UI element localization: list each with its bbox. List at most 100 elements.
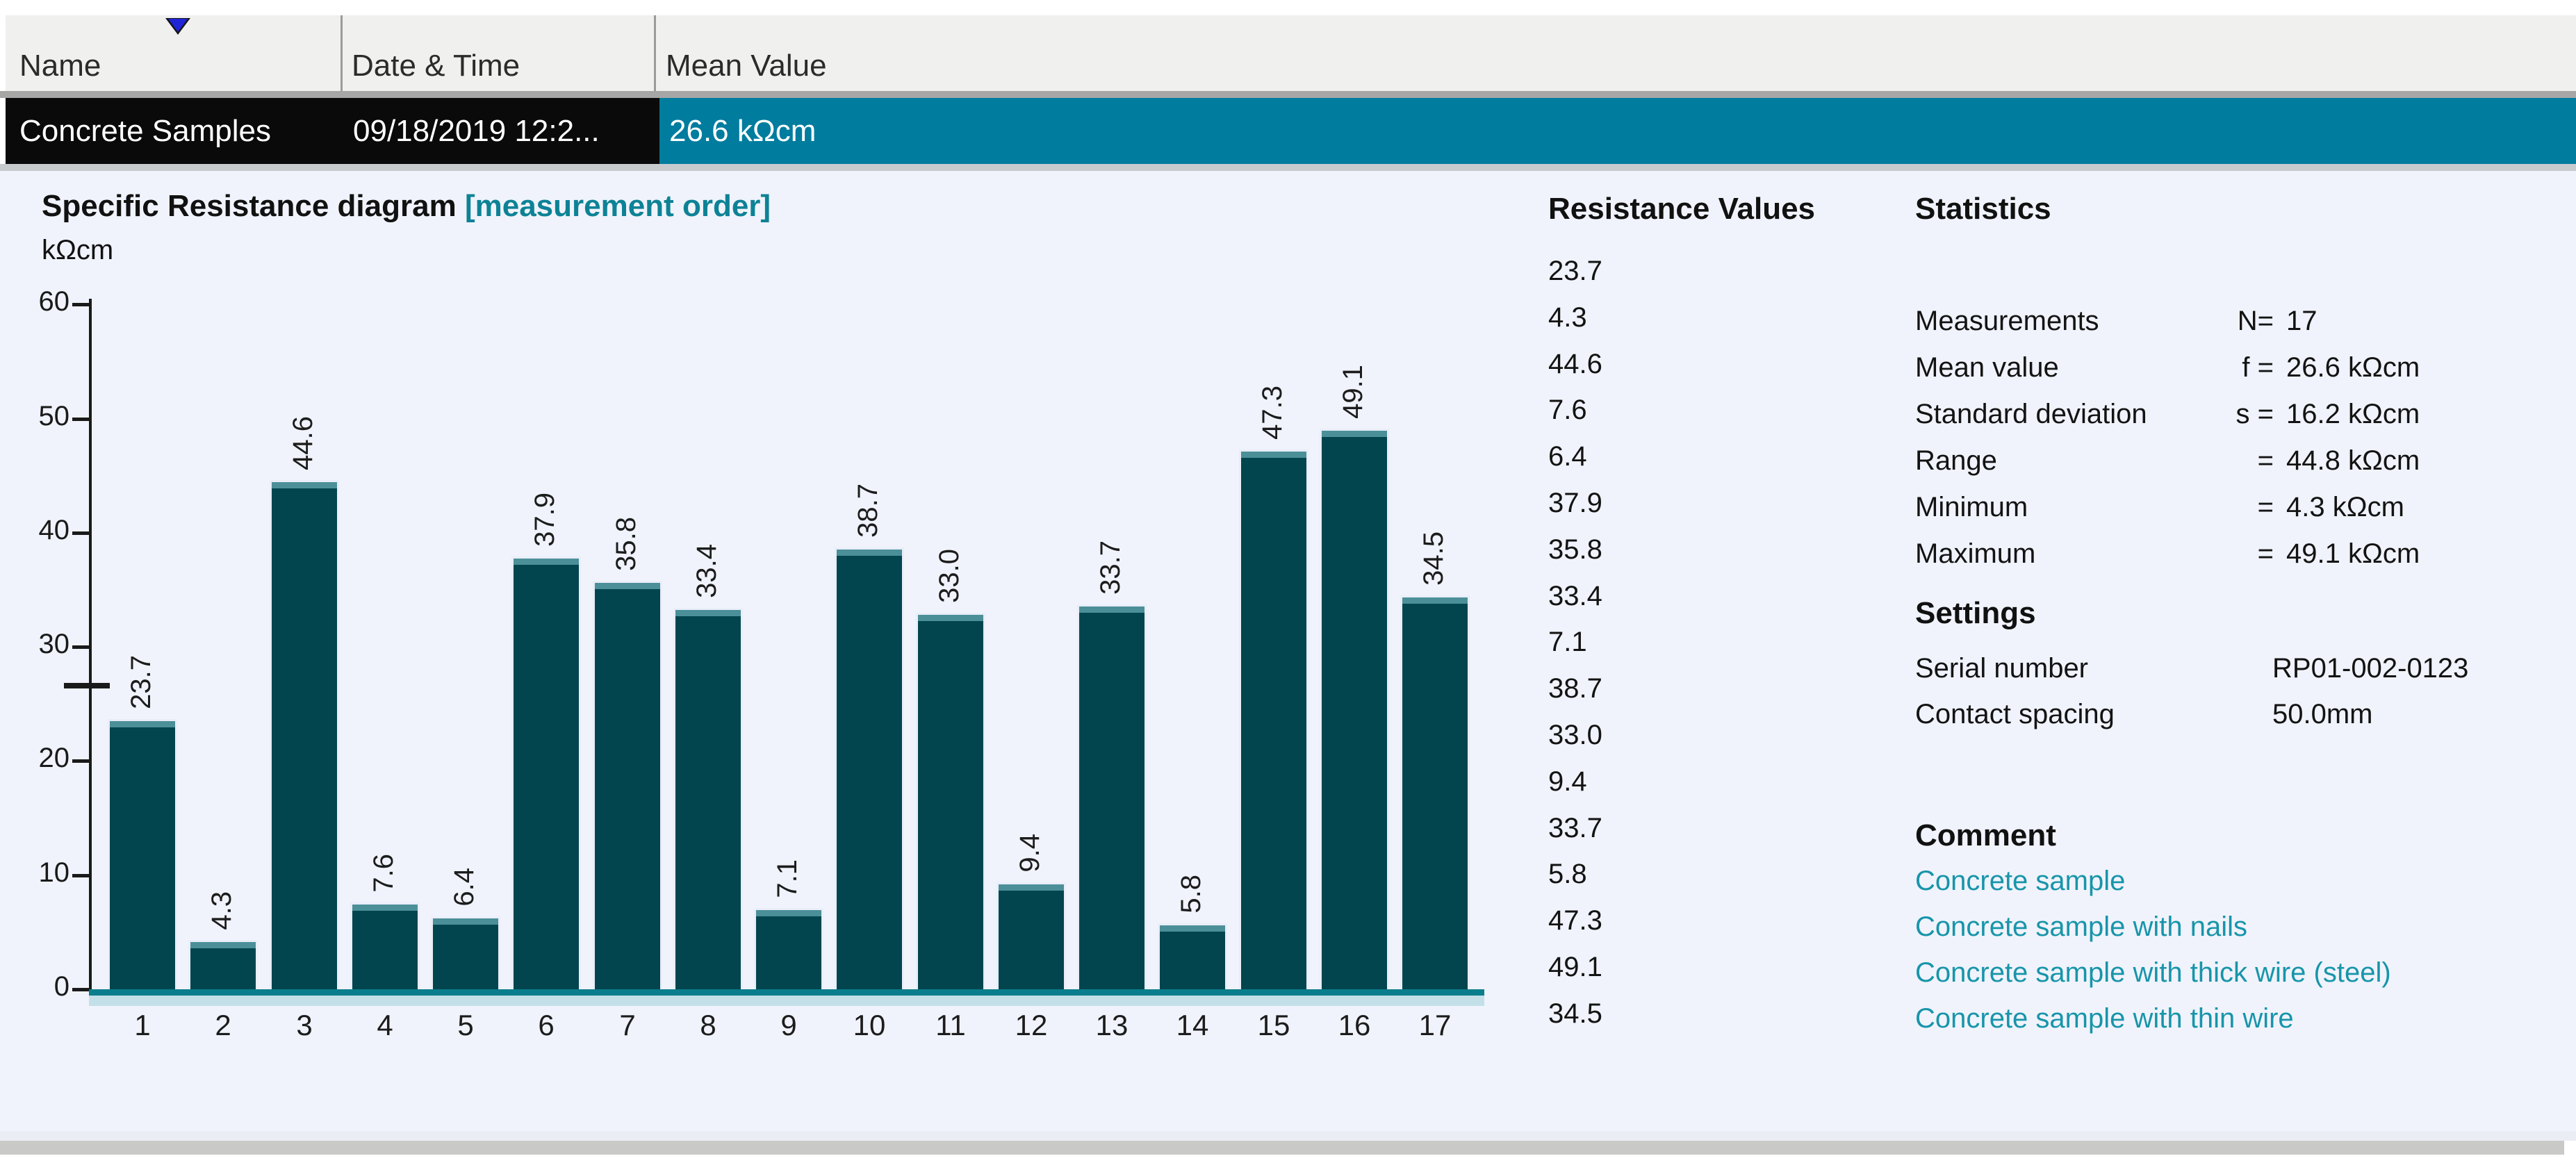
bar-top-highlight	[1079, 606, 1145, 613]
resistance-value: 7.6	[1548, 395, 1587, 426]
bar-top-highlight	[756, 910, 821, 916]
stat-label: Range	[1915, 445, 1997, 476]
setting-label: Serial number	[1915, 653, 2089, 684]
row-bottom-strip	[0, 164, 2576, 171]
column-separator[interactable]	[654, 15, 656, 91]
bar-top-highlight	[999, 884, 1064, 891]
bar-value-label: 23.7	[126, 655, 156, 709]
stat-symbol: f =	[2242, 352, 2274, 383]
bottom-scrollbar-track[interactable]	[0, 1141, 2564, 1155]
header-divider	[0, 91, 2576, 98]
x-axis-label: 16	[1338, 1009, 1371, 1041]
bar-value-label: 9.4	[1015, 834, 1045, 873]
y-tick-label: 60	[38, 286, 70, 317]
chart-title-main: Specific Resistance diagram	[42, 189, 457, 223]
resistance-value: 38.7	[1548, 673, 1602, 704]
setting-value: 50.0mm	[2272, 699, 2373, 729]
y-tick-mark	[72, 418, 91, 421]
resistance-value: 37.9	[1548, 488, 1602, 518]
y-tick-mark	[72, 874, 91, 877]
bar-value-label: 49.1	[1338, 365, 1368, 419]
bar-top-highlight	[272, 482, 337, 488]
bar-value-label: 37.9	[530, 493, 560, 547]
column-separator[interactable]	[341, 15, 343, 91]
x-axis-label: 4	[377, 1009, 393, 1041]
bar-value-label: 44.6	[288, 416, 318, 470]
resistance-value: 23.7	[1548, 256, 1602, 286]
resistance-value: 6.4	[1548, 441, 1587, 472]
stat-label: Standard deviation	[1915, 399, 2147, 429]
x-axis-label: 2	[215, 1009, 231, 1041]
bar	[1400, 595, 1470, 989]
x-axis-label: 3	[296, 1009, 313, 1041]
bar-top-highlight	[190, 942, 256, 948]
bar-top-highlight	[1402, 597, 1468, 604]
bar	[1320, 429, 1389, 989]
bar-value-label: 47.3	[1257, 386, 1288, 440]
bar-top-highlight	[595, 583, 660, 589]
x-axis-label: 11	[935, 1009, 966, 1041]
row-cell-mean-value[interactable]: 26.6 kΩcm	[659, 98, 2576, 164]
x-axis-label: 5	[457, 1009, 474, 1041]
resistance-value: 44.6	[1548, 348, 1602, 379]
x-axis-label: 10	[853, 1009, 886, 1041]
bar-top-highlight	[352, 905, 418, 911]
chart-title-order-mode: [measurement order]	[456, 189, 771, 223]
x-axis-label: 13	[1095, 1009, 1129, 1041]
y-axis-unit-label: kΩcm	[42, 235, 114, 265]
row-cell-datetime[interactable]: 09/18/2019 12:2...	[346, 98, 661, 164]
x-axis-label: 7	[619, 1009, 636, 1041]
x-axis-label: 1	[134, 1009, 151, 1041]
chart-baseline-shadow	[89, 996, 1484, 1006]
bar	[593, 581, 662, 989]
column-header-mean-value[interactable]: Mean Value	[666, 49, 827, 83]
stat-value: 17	[2286, 306, 2317, 336]
column-header-datetime[interactable]: Date & Time	[352, 49, 520, 83]
bar	[431, 916, 500, 989]
x-axis-label: 14	[1176, 1009, 1209, 1041]
stat-symbol: =	[2257, 492, 2274, 522]
bar	[996, 882, 1066, 989]
bar	[108, 719, 177, 989]
bottom-inner-edge	[0, 1131, 2576, 1141]
bar-value-label: 5.8	[1176, 875, 1206, 914]
resistance-value: 47.3	[1548, 905, 1602, 936]
bar-top-highlight	[1241, 452, 1306, 458]
mean-value-marker-tick	[64, 683, 110, 688]
bar-value-label: 33.4	[691, 544, 722, 598]
bar-top-highlight	[675, 610, 741, 616]
resistance-value: 5.8	[1548, 859, 1587, 890]
bar-value-label: 33.7	[1095, 540, 1126, 595]
comment-line: Concrete sample	[1915, 866, 2126, 896]
bar-value-label: 34.5	[1418, 531, 1449, 586]
stat-symbol: =	[2257, 445, 2274, 476]
comment-line: Concrete sample with thin wire	[1915, 1003, 2294, 1034]
y-tick-label: 20	[38, 743, 70, 773]
bar	[673, 608, 743, 989]
bar-top-highlight	[1160, 925, 1225, 932]
x-axis-label: 17	[1418, 1009, 1452, 1041]
resistance-value: 9.4	[1548, 766, 1587, 797]
bar-top-highlight	[433, 918, 498, 925]
column-header-name[interactable]: Name	[19, 49, 101, 83]
stat-label: Measurements	[1915, 306, 2099, 336]
bar-value-label: 7.1	[772, 859, 803, 898]
statistics-title: Statistics	[1915, 192, 2051, 226]
resistance-values-title: Resistance Values	[1548, 192, 1816, 226]
row-cell-name[interactable]: Concrete Samples	[6, 98, 354, 164]
bar-value-label: 6.4	[449, 868, 479, 907]
bar	[270, 480, 339, 989]
stat-symbol: s =	[2235, 399, 2274, 429]
bar-top-highlight	[514, 559, 579, 565]
x-axis-label: 15	[1257, 1009, 1290, 1041]
y-tick-label: 50	[38, 401, 70, 431]
bar-value-label: 7.6	[368, 854, 399, 893]
bar	[1158, 923, 1227, 989]
bar-value-label: 38.7	[853, 484, 883, 538]
setting-label: Contact spacing	[1915, 699, 2115, 729]
y-tick-label: 0	[54, 971, 69, 1002]
sort-descending-icon-inner	[168, 19, 188, 32]
bar-top-highlight	[918, 615, 983, 621]
x-axis-label: 9	[780, 1009, 797, 1041]
